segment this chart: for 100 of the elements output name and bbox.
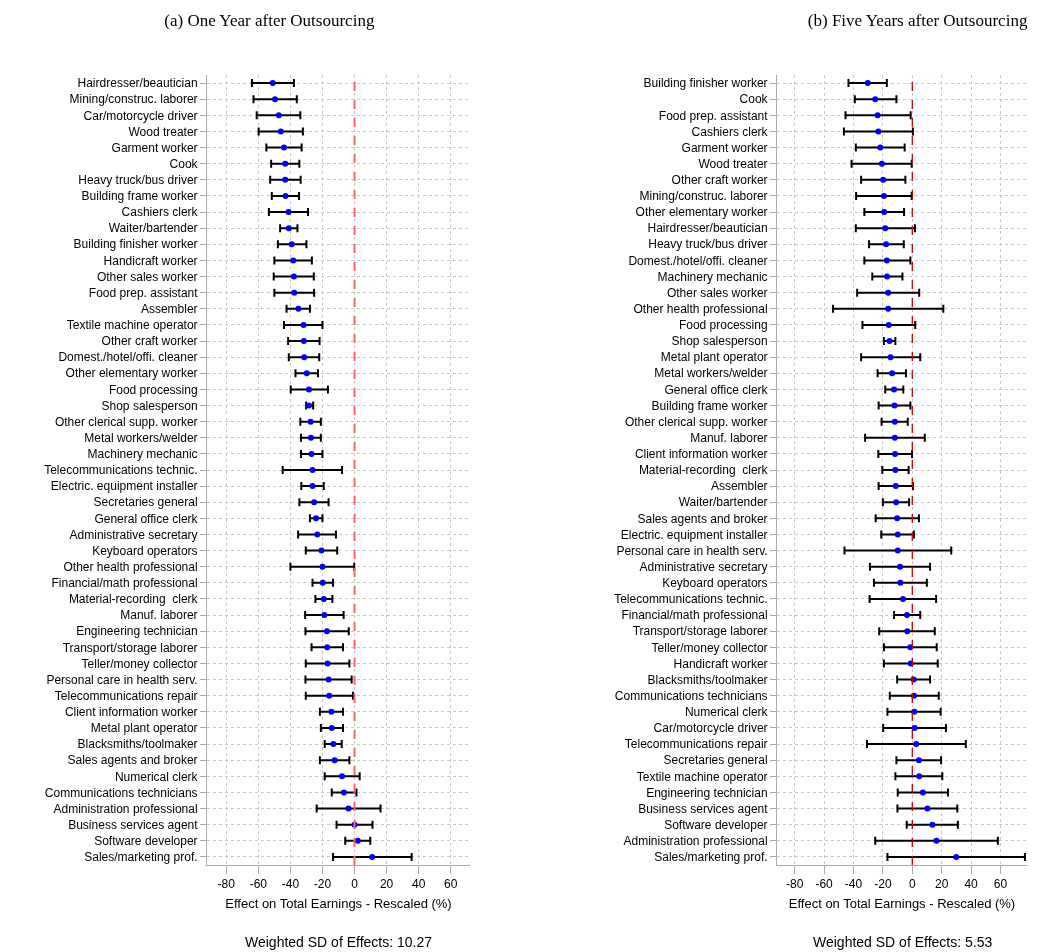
y-tick-label: Transport/storage laborer: [632, 624, 768, 639]
y-tick-label: Software developer: [664, 817, 768, 832]
point: [953, 853, 960, 860]
point: [308, 450, 315, 457]
x-tick-label: -40: [844, 877, 863, 892]
point: [311, 499, 318, 506]
point: [894, 547, 901, 554]
point: [345, 805, 352, 812]
point: [305, 386, 312, 393]
point: [904, 612, 910, 619]
text: Weighted SD of Effects: 5.53: [813, 934, 993, 950]
y-tick-label: Administrative secretary: [639, 559, 768, 574]
y-tick-label: Food processing: [678, 318, 768, 333]
y-tick-label: Heavy truck/bus driver: [78, 173, 198, 187]
point: [325, 676, 332, 683]
y-tick-label: Administrative secretary: [69, 527, 198, 542]
y-tick-label: Other elementary worker: [65, 366, 198, 381]
point: [878, 160, 885, 167]
y-tick-label: Mining/construc. laborer: [639, 189, 768, 204]
point: [282, 160, 289, 167]
point: [892, 483, 899, 490]
point: [892, 450, 899, 457]
point: [885, 305, 892, 312]
point: [277, 128, 284, 135]
point: [885, 321, 892, 328]
point: [285, 225, 292, 232]
y-tick-label: Manuf. laborer: [120, 608, 198, 623]
y-tick-label: Administration professional: [623, 834, 768, 849]
y-tick-label: Telecommunications repair: [54, 688, 198, 703]
y-tick-label: Administration professional: [53, 801, 198, 816]
y-tick-label: Shop salesperson: [101, 398, 198, 413]
point: [328, 724, 335, 731]
x-tick-label: 20: [379, 877, 394, 892]
y-tick-label: Cashiers clerk: [121, 205, 199, 220]
point: [307, 418, 314, 425]
y-tick-label: Electric. equipment installer: [50, 479, 198, 494]
y-tick-label: Metal plant operator: [660, 350, 768, 365]
y-tick-label: Other clerical supp. worker: [54, 414, 198, 429]
point: [280, 144, 287, 151]
x-tick-label: -20: [874, 877, 892, 892]
point: [307, 434, 314, 441]
point: [369, 853, 376, 860]
y-tick-label: Teller/money collector: [81, 656, 198, 671]
y-tick-label: Teller/money collector: [651, 640, 768, 655]
y-tick-label: Waiter/bartender: [678, 495, 768, 510]
y-tick-label: Other clerical supp. worker: [624, 414, 768, 429]
y-tick-label: Assembler: [710, 479, 768, 494]
x-tick-label: 60: [993, 877, 1008, 892]
point: [919, 789, 926, 796]
point: [897, 563, 904, 570]
x-tick-label: -80: [217, 877, 236, 892]
point: [319, 579, 326, 586]
point: [309, 467, 316, 473]
point: [904, 628, 911, 635]
y-tick-label: Personal care in health serv.: [46, 672, 198, 687]
y-tick-label: Handicraft worker: [673, 656, 768, 671]
point: [881, 209, 888, 216]
y-tick-label: Secretaries general: [93, 495, 198, 510]
y-tick-label: Secretaries general: [663, 753, 768, 768]
point: [915, 757, 922, 764]
y-tick-label: Telecommunications technic.: [614, 592, 768, 607]
x-tick-label: -60: [815, 877, 834, 892]
y-tick-label: Financial/math professional: [51, 576, 198, 591]
point: [295, 305, 302, 312]
y-tick-label: Food prep. assistant: [658, 108, 769, 123]
point: [929, 821, 936, 828]
point: [889, 370, 896, 377]
point: [891, 434, 898, 441]
point: [894, 515, 901, 522]
y-tick-label: Other sales worker: [666, 285, 768, 300]
point: [290, 257, 297, 264]
point: [288, 241, 295, 248]
y-tick-label: Building finisher worker: [73, 237, 198, 252]
y-tick-label: Keyboard operators: [662, 576, 768, 591]
y-tick-label: Numerical clerk: [684, 705, 769, 720]
y-tick-label: Personal care in health serv.: [616, 543, 768, 558]
text: Weighted SD of Effects: 10.27: [245, 934, 433, 950]
point: [301, 354, 308, 361]
y-tick-label: Other health professional: [633, 301, 768, 316]
y-tick-label: Telecommunications technic.: [44, 463, 198, 478]
point: [285, 209, 292, 216]
point: [883, 241, 890, 248]
point: [884, 273, 891, 280]
point: [330, 741, 337, 748]
y-tick-label: Other craft worker: [101, 334, 198, 349]
point: [282, 176, 289, 183]
point: [354, 837, 361, 844]
x-axis-title: Effect on Total Earnings - Rescaled (%): [225, 896, 452, 911]
y-tick-label: Cashiers clerk: [691, 124, 769, 139]
y-tick-label: General office clerk: [94, 511, 199, 526]
point: [326, 692, 333, 699]
y-tick-label: Heavy truck/bus driver: [648, 237, 768, 252]
point: [891, 386, 898, 393]
point: [887, 354, 894, 361]
chart-title: (b) Five Years after Outsourcing: [807, 11, 1028, 31]
point: [309, 483, 316, 490]
point: [290, 273, 297, 280]
y-tick-label: Wood treater: [698, 156, 768, 171]
x-tick-label: 40: [964, 877, 979, 892]
y-tick-label: Machinery mechanic: [657, 269, 768, 284]
